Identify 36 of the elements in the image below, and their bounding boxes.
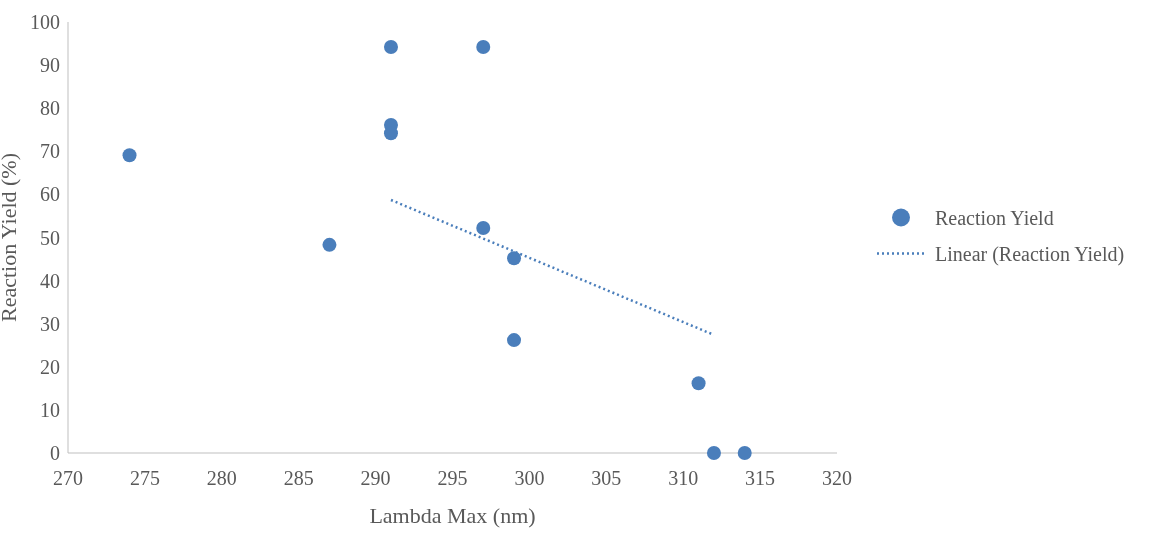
point bbox=[737, 446, 752, 460]
point bbox=[322, 237, 337, 252]
y-axis-title: Reaction Yield (%) bbox=[0, 152, 21, 323]
x-tick-label: 320 bbox=[822, 467, 852, 489]
legend-label: Reaction Yield bbox=[935, 206, 1054, 229]
x-tick-label: 305 bbox=[591, 467, 622, 489]
point bbox=[691, 376, 706, 391]
y-tick-label: 20 bbox=[40, 355, 60, 378]
y-tick-label: 90 bbox=[40, 54, 60, 77]
point bbox=[476, 221, 491, 236]
y-tick-label: 10 bbox=[40, 398, 60, 421]
y-tick-label: 40 bbox=[40, 269, 60, 292]
point bbox=[706, 446, 721, 460]
y-tick-label: 80 bbox=[40, 97, 60, 120]
x-tick-label: 295 bbox=[437, 467, 468, 489]
point bbox=[122, 148, 137, 163]
x-tick-label: 275 bbox=[129, 467, 160, 489]
y-tick-label: 50 bbox=[40, 226, 60, 249]
y-tick-label: 0 bbox=[50, 442, 60, 464]
point bbox=[476, 40, 491, 54]
point bbox=[507, 251, 522, 266]
x-tick-label: 285 bbox=[283, 467, 314, 489]
x-tick-label: 310 bbox=[668, 467, 699, 489]
x-tick-label: 300 bbox=[514, 467, 545, 489]
x-axis-title: Lambda Max (nm) bbox=[369, 503, 536, 528]
point bbox=[383, 40, 398, 54]
x-tick-label: 280 bbox=[206, 467, 237, 489]
x-tick-label: 290 bbox=[360, 467, 391, 489]
y-tick-label: 100 bbox=[30, 11, 60, 33]
point bbox=[507, 333, 522, 348]
legend-label: Linear (Reaction Yield) bbox=[935, 242, 1125, 266]
y-tick-label: 70 bbox=[40, 140, 60, 163]
x-tick-label: 315 bbox=[745, 467, 776, 489]
y-tick-label: 30 bbox=[40, 312, 60, 335]
y-tick-label: 60 bbox=[40, 183, 60, 206]
x-tick-label: 270 bbox=[53, 467, 83, 489]
